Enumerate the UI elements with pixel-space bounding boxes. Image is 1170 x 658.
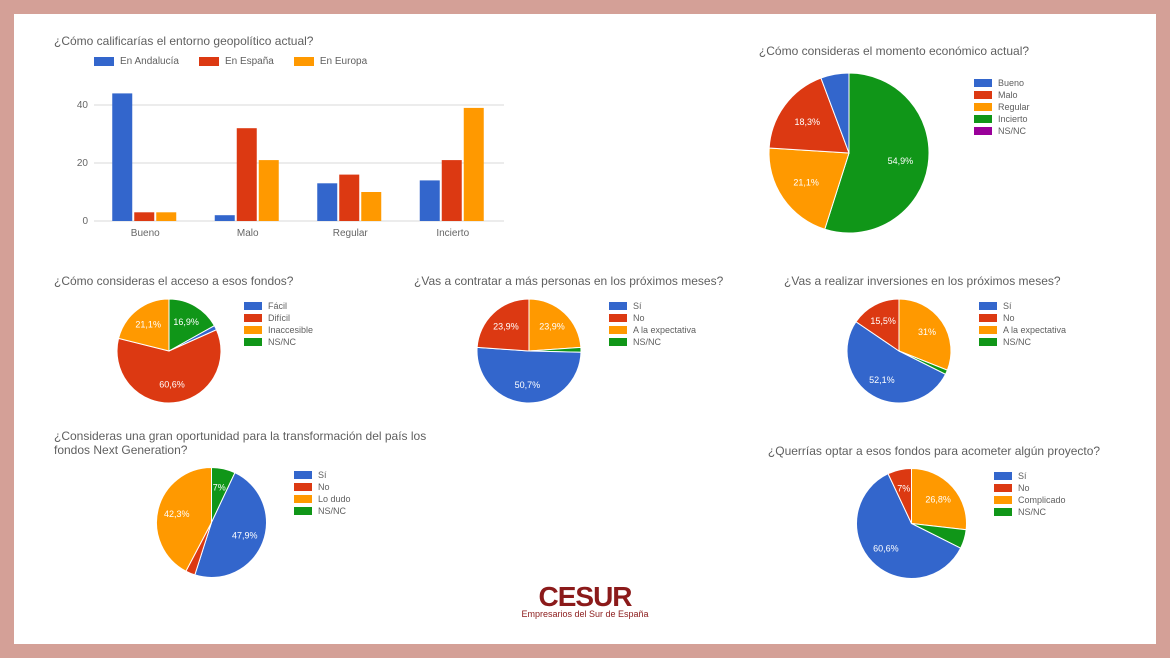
pie-acceso: ¿Cómo consideras el acceso a esos fondos… [54, 274, 394, 411]
pie-nextgen: ¿Consideras una gran oportunidad para la… [54, 429, 474, 585]
cesur-logo: CESUR Empresarios del Sur de España [521, 583, 648, 619]
bar-chart-legend: En AndalucíaEn EspañaEn Europa [94, 56, 534, 67]
bar-chart-title: ¿Cómo calificarías el entorno geopolític… [54, 34, 534, 48]
pie-inversiones-title: ¿Vas a realizar inversiones en los próxi… [784, 274, 1144, 288]
logo-main: CESUR [521, 583, 648, 611]
svg-text:Bueno: Bueno [131, 228, 160, 239]
svg-text:23,9%: 23,9% [539, 321, 565, 331]
svg-text:47,9%: 47,9% [232, 531, 258, 541]
pie-acceso-legend: FácilDifícilInaccesibleNS/NC [244, 301, 313, 349]
pie-optar-svg: 26,8% 60,6% 7% [854, 466, 969, 581]
pie-inversiones-legend: SíNoA la expectativaNS/NC [979, 301, 1066, 349]
logo-sub: Empresarios del Sur de España [521, 609, 648, 619]
svg-text:21,1%: 21,1% [135, 319, 161, 329]
pie-nextgen-legend: SíNoLo dudoNS/NC [294, 470, 351, 518]
pie-optar-title: ¿Querrías optar a esos fondos para acome… [734, 444, 1134, 458]
pie-contratar-legend: SíNoA la expectativaNS/NC [609, 301, 696, 349]
svg-text:7%: 7% [897, 484, 910, 494]
pie-contratar-title: ¿Vas a contratar a más personas en los p… [414, 274, 774, 288]
svg-text:50,7%: 50,7% [515, 380, 541, 390]
svg-text:16,9%: 16,9% [173, 317, 199, 327]
pie-acceso-title: ¿Cómo consideras el acceso a esos fondos… [54, 274, 394, 288]
svg-text:7%: 7% [213, 483, 226, 493]
pie-contratar: ¿Vas a contratar a más personas en los p… [414, 274, 774, 411]
svg-text:52,1%: 52,1% [869, 375, 895, 385]
svg-text:20: 20 [77, 158, 89, 169]
svg-text:54,9%: 54,9% [888, 156, 914, 166]
pie-nextgen-svg: 7% 47,9% 42,3% [154, 465, 269, 580]
pie-momento: ¿Cómo consideras el momento económico ac… [654, 44, 1134, 243]
pie-inversiones: ¿Vas a realizar inversiones en los próxi… [784, 274, 1144, 411]
svg-text:26,8%: 26,8% [925, 495, 951, 505]
pie-inversiones-svg: 31% 52,1% 15,5% [844, 296, 954, 406]
svg-text:18,3%: 18,3% [794, 117, 820, 127]
pie-momento-legend: BuenoMaloRegularInciertoNS/NC [974, 78, 1030, 138]
svg-text:15,5%: 15,5% [870, 316, 896, 326]
bar-chart-block: ¿Cómo calificarías el entorno geopolític… [54, 34, 534, 246]
pie-acceso-svg: 16,9% 60,6% 21,1% [114, 296, 224, 406]
svg-text:Incierto: Incierto [436, 228, 469, 239]
svg-text:40: 40 [77, 100, 89, 111]
svg-text:60,6%: 60,6% [159, 380, 185, 390]
bar-chart-svg: 0 20 40 Bueno Malo Regular Incierto [54, 71, 514, 241]
pie-nextgen-title: ¿Consideras una gran oportunidad para la… [54, 429, 454, 457]
svg-text:21,1%: 21,1% [793, 177, 819, 187]
svg-text:0: 0 [82, 216, 88, 227]
svg-text:Malo: Malo [237, 228, 259, 239]
svg-text:31%: 31% [918, 327, 936, 337]
pie-optar-legend: SíNoComplicadoNS/NC [994, 471, 1066, 519]
pie-contratar-svg: 23,9% 50,7% 23,9% [474, 296, 584, 406]
svg-text:23,9%: 23,9% [493, 321, 519, 331]
pie-optar: ¿Querrías optar a esos fondos para acome… [734, 444, 1134, 586]
svg-text:60,6%: 60,6% [873, 543, 899, 553]
svg-text:42,3%: 42,3% [164, 509, 190, 519]
dashboard-canvas: ¿Cómo calificarías el entorno geopolític… [14, 14, 1156, 644]
svg-text:Regular: Regular [333, 228, 369, 239]
pie-momento-title: ¿Cómo consideras el momento económico ac… [654, 44, 1134, 58]
pie-momento-svg: 54,9% 21,1% 18,3% [764, 68, 934, 238]
